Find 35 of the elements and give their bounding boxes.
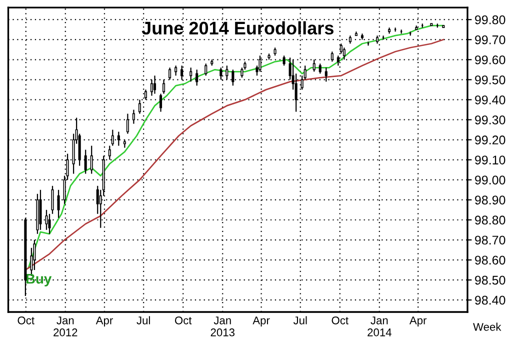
y-tick-label: 99.60 — [475, 55, 506, 64]
candlestick — [204, 63, 208, 76]
y-tick-label: 98.50 — [475, 276, 506, 285]
x-tick-label: Apr — [96, 316, 113, 327]
y-tick-label: 98.70 — [475, 236, 506, 245]
x-tick-label: Jul — [136, 316, 150, 324]
y-tick-label: 99.20 — [475, 136, 506, 144]
candlestick — [159, 93, 162, 112]
x-tick-label: Jan 2013 — [210, 316, 234, 336]
x-tick-label: Oct — [18, 316, 34, 324]
x-tick-label: Jul — [293, 316, 307, 324]
x-axis-title: Week — [473, 322, 502, 331]
candlestick — [318, 63, 322, 74]
x-tick-label: Jan 2012 — [54, 316, 78, 336]
annotation: Buy — [26, 274, 52, 286]
x-tick-label: Jan 2014 — [368, 316, 392, 336]
y-tick-label: 99.40 — [475, 96, 506, 104]
y-tick-label: 99.70 — [475, 35, 506, 44]
x-tick-label: Apr — [252, 316, 270, 327]
x-tick-label: Apr — [409, 316, 427, 327]
candlestick — [174, 65, 178, 76]
text: June 2014 Eurodollars — [142, 21, 334, 35]
y-tick-label: 99.00 — [475, 176, 506, 184]
candlestick — [190, 67, 192, 82]
x-tick-label: Oct — [174, 316, 192, 324]
y-tick-label: 99.50 — [475, 75, 506, 84]
y-tick-label: 99.30 — [475, 116, 506, 124]
y-tick-label: 98.60 — [475, 256, 506, 265]
y-tick-label: 99.10 — [475, 156, 506, 164]
y-tick-label: 98.80 — [475, 216, 506, 225]
x-tick-label: Oct — [332, 316, 348, 324]
candlestick — [282, 55, 286, 66]
y-tick-label: 98.90 — [475, 196, 506, 204]
y-tick-label: 98.40 — [475, 296, 506, 305]
y-tick-label: 99.80 — [475, 15, 506, 24]
